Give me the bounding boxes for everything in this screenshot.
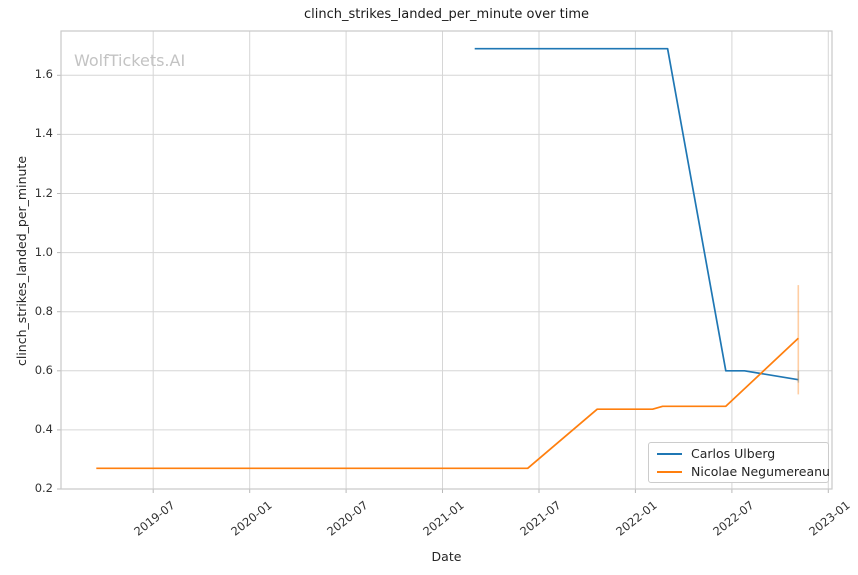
- series-line-carlos-ulberg: [474, 47, 799, 381]
- chart-title: clinch_strikes_landed_per_minute over ti…: [303, 7, 590, 22]
- y-tick-label: 0.4: [34, 421, 53, 436]
- watermark: WolfTickets.AI: [74, 51, 186, 70]
- legend-item-nicolae-negumereanu: Nicolae Negumereanu: [657, 464, 830, 479]
- legend-line-swatch: [657, 470, 682, 473]
- y-tick-label: 1.0: [34, 244, 53, 259]
- x-axis-label: Date: [431, 549, 462, 564]
- y-tick-label: 0.2: [34, 481, 53, 495]
- legend-item-carlos-ulberg: Carlos Ulberg: [657, 446, 820, 461]
- y-tick-label: 1.2: [34, 185, 53, 200]
- legend-label: Nicolae Negumereanu: [691, 464, 830, 479]
- plot-border: [60, 30, 833, 490]
- legend-line-swatch: [657, 452, 682, 455]
- y-tick-label: 1.4: [34, 126, 53, 141]
- y-tick-label: 0.8: [34, 303, 53, 318]
- series-line-nicolae-negumereanu: [96, 337, 799, 470]
- legend: Carlos Ulberg Nicolae Negumereanu: [648, 442, 830, 483]
- y-tick-label: 1.6: [34, 67, 53, 82]
- legend-label: Carlos Ulberg: [691, 446, 776, 461]
- y-tick-label: 0.6: [34, 362, 53, 377]
